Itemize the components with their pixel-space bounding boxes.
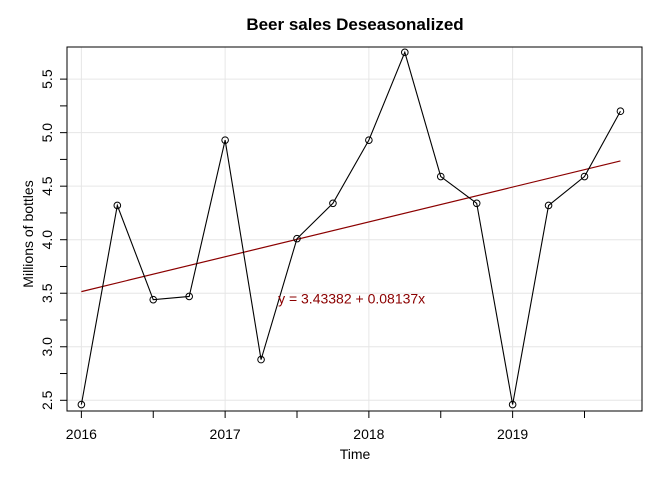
- x-axis-label: Time: [340, 446, 371, 462]
- plot-area-frame: [66, 46, 643, 412]
- data-point: [257, 355, 265, 364]
- x-axis: 2016 2017 2018 2019: [66, 410, 585, 442]
- data-point: [221, 136, 229, 144]
- trend-layer: [81, 160, 621, 293]
- x-tick-label: 2019: [497, 426, 528, 442]
- data-point: [113, 201, 122, 210]
- trend-line: [81, 160, 621, 293]
- annotations: y = 3.43382 + 0.08137x: [278, 291, 425, 307]
- x-tick-label: 2017: [210, 426, 241, 442]
- y-tick-label: 3.0: [39, 337, 55, 357]
- data-point: [365, 136, 373, 144]
- y-axis: 2.5 3.0 3.5 4.0 4.5 5.0 5.5: [39, 69, 68, 410]
- series-line: [80, 50, 621, 405]
- data-point: [329, 199, 337, 208]
- chart-title: Beer sales Deseasonalized: [246, 15, 463, 34]
- y-tick-label: 5.5: [39, 69, 55, 89]
- data-point: [544, 201, 553, 210]
- y-tick-label: 2.5: [39, 390, 55, 410]
- x-tick-label: 2016: [66, 426, 97, 442]
- series-layer: [77, 48, 625, 409]
- data-point: [149, 295, 158, 304]
- data-point: [508, 400, 517, 409]
- y-tick-label: 4.0: [39, 230, 55, 250]
- y-tick-label: 3.5: [39, 283, 55, 303]
- data-point: [293, 234, 301, 243]
- y-tick-label: 5.0: [39, 123, 55, 143]
- data-point: [436, 172, 445, 181]
- grid: [67, 47, 642, 411]
- data-point: [472, 199, 481, 208]
- y-axis-label: Millions of bottles: [20, 180, 36, 287]
- y-tick-label: 4.5: [39, 176, 55, 196]
- data-point: [77, 400, 86, 409]
- regression-equation: y = 3.43382 + 0.08137x: [278, 291, 425, 307]
- x-tick-label: 2018: [353, 426, 384, 442]
- data-point: [616, 107, 625, 116]
- data-point: [401, 48, 409, 57]
- data-point: [185, 292, 193, 301]
- data-point: [580, 172, 589, 181]
